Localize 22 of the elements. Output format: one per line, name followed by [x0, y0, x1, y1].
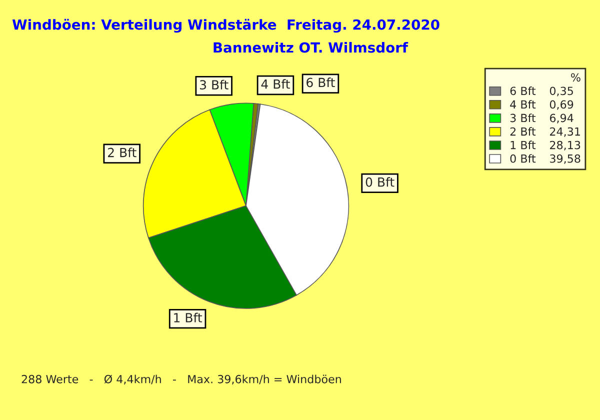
data-label: 0,69: [550, 100, 574, 110]
chart-subtitle: Bannewitz OT. Wilmsdorf: [214, 42, 408, 53]
slice-label: 4 Bft: [261, 79, 290, 89]
legend-title: %: [571, 73, 580, 82]
category-label: 6 Bft: [306, 78, 335, 88]
data-label: 39,58: [550, 154, 580, 164]
data-label: 28,13: [550, 140, 580, 150]
slice-label: 1 Bft: [174, 312, 202, 322]
text: 288 Werte - Ø 4,4km/h - Max. 39,6km/h = Windböen: [22, 374, 341, 384]
legend-label: 0 Bft: [510, 154, 536, 163]
slice-label: 3 Bft: [200, 80, 228, 90]
legend-label: 6 Bft: [510, 86, 536, 96]
legend-label: 2 Bft: [510, 127, 536, 136]
legend-label: 3 Bft: [510, 114, 536, 122]
data-label: 24,31: [550, 127, 580, 137]
data-label: 0,35: [550, 86, 573, 96]
legend-label: 4 Bft: [510, 100, 536, 109]
legend-label: 1 Bft: [510, 140, 536, 150]
chart-title: Windböen: Verteilung Windstärke Freitag. 24.07.2020: [12, 18, 440, 33]
data-label: 6,94: [550, 114, 574, 124]
slice-label: 0 Bft: [366, 177, 394, 187]
slice-label: 2 Bft: [108, 148, 136, 158]
